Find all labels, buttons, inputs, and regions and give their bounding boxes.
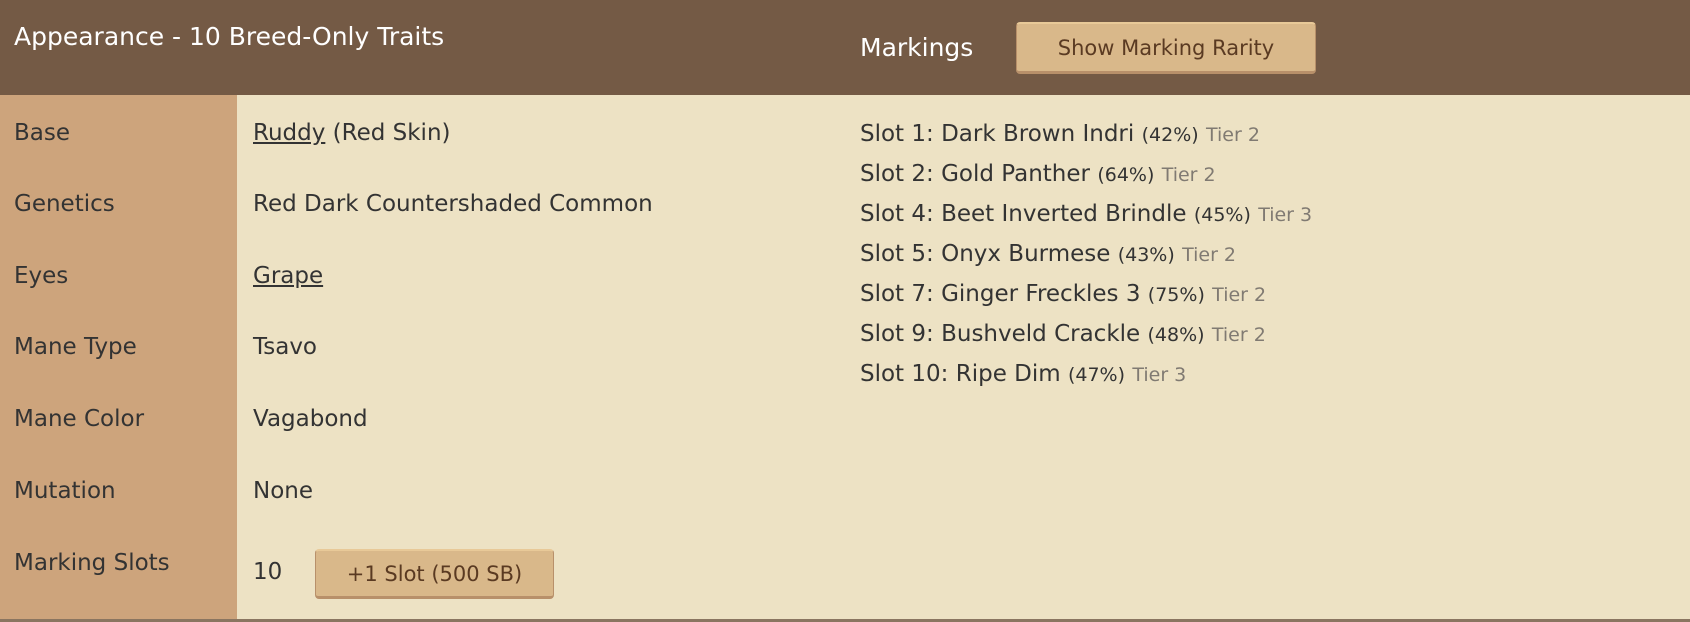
marking-percent: (42%) xyxy=(1141,124,1199,146)
marking-item: Slot 1: Dark Brown Indri (42%) Tier 2 xyxy=(860,118,1312,158)
base-suffix: (Red Skin) xyxy=(325,120,451,146)
bottom-border xyxy=(0,619,1690,622)
trait-label-base: Base xyxy=(14,120,71,146)
trait-value-marking-slots: 10 xyxy=(253,559,283,585)
marking-item: Slot 9: Bushveld Crackle (48%) Tier 2 xyxy=(860,318,1312,358)
show-marking-rarity-button[interactable]: Show Marking Rarity xyxy=(1016,22,1316,74)
marking-name: Slot 10: Ripe Dim xyxy=(860,361,1061,387)
marking-item: Slot 4: Beet Inverted Brindle (45%) Tier… xyxy=(860,198,1312,238)
marking-tier: Tier 2 xyxy=(1182,244,1237,266)
marking-percent: (48%) xyxy=(1147,324,1205,346)
marking-percent: (75%) xyxy=(1147,284,1205,306)
marking-tier: Tier 2 xyxy=(1161,164,1216,186)
marking-name: Slot 5: Onyx Burmese xyxy=(860,241,1111,267)
trait-label-mane-type: Mane Type xyxy=(14,334,137,360)
marking-tier: Tier 3 xyxy=(1258,204,1313,226)
eyes-link[interactable]: Grape xyxy=(253,263,324,289)
marking-item: Slot 10: Ripe Dim (47%) Tier 3 xyxy=(860,358,1312,398)
section-header: Appearance - 10 Breed-Only Traits Markin… xyxy=(0,0,1690,95)
trait-value-mutation: None xyxy=(253,478,314,504)
markings-title: Markings xyxy=(860,33,974,62)
marking-name: Slot 9: Bushveld Crackle xyxy=(860,321,1141,347)
marking-percent: (45%) xyxy=(1193,204,1251,226)
marking-tier: Tier 2 xyxy=(1205,124,1260,146)
trait-value-mane-type: Tsavo xyxy=(253,334,318,360)
markings-list: Slot 1: Dark Brown Indri (42%) Tier 2 Sl… xyxy=(860,118,1312,398)
marking-tier: Tier 3 xyxy=(1132,364,1187,386)
marking-percent: (47%) xyxy=(1067,364,1126,386)
marking-percent: (64%) xyxy=(1097,164,1155,186)
marking-percent: (43%) xyxy=(1117,244,1175,266)
marking-item: Slot 2: Gold Panther (64%) Tier 2 xyxy=(860,158,1312,198)
marking-name: Slot 7: Ginger Freckles 3 xyxy=(860,281,1141,307)
trait-value-eyes: Grape xyxy=(253,263,323,289)
trait-label-marking-slots: Marking Slots xyxy=(14,550,170,576)
trait-value-mane-color: Vagabond xyxy=(253,406,368,432)
marking-tier: Tier 2 xyxy=(1212,284,1267,306)
marking-name: Slot 4: Beet Inverted Brindle xyxy=(860,201,1187,227)
trait-value-base: Ruddy (Red Skin) xyxy=(253,120,451,146)
marking-item: Slot 5: Onyx Burmese (43%) Tier 2 xyxy=(860,238,1312,278)
trait-label-genetics: Genetics xyxy=(14,191,115,217)
trait-value-genetics: Red Dark Countershaded Common xyxy=(253,191,653,217)
label-column xyxy=(0,95,237,620)
trait-label-eyes: Eyes xyxy=(14,263,69,289)
add-slot-button[interactable]: +1 Slot (500 SB) xyxy=(315,549,554,599)
marking-tier: Tier 2 xyxy=(1211,324,1266,346)
base-link[interactable]: Ruddy xyxy=(253,120,326,146)
marking-name: Slot 2: Gold Panther xyxy=(860,161,1090,187)
marking-item: Slot 7: Ginger Freckles 3 (75%) Tier 2 xyxy=(860,278,1312,318)
section-title: Appearance - 10 Breed-Only Traits xyxy=(14,22,445,51)
trait-label-mane-color: Mane Color xyxy=(14,406,145,432)
trait-label-mutation: Mutation xyxy=(14,478,116,504)
marking-name: Slot 1: Dark Brown Indri xyxy=(860,121,1135,147)
